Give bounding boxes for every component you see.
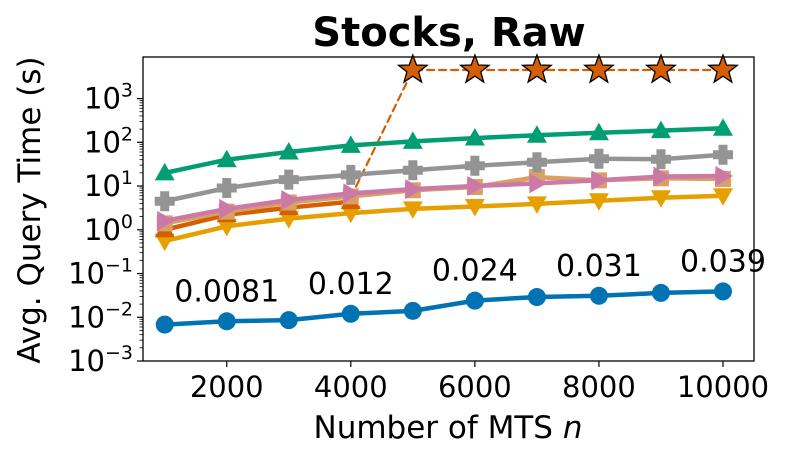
data-point-plus xyxy=(402,160,423,181)
data-point-triangle-down xyxy=(216,218,237,237)
data-point-triangle-down xyxy=(464,199,485,217)
data-point-plus xyxy=(588,148,609,169)
data-point-triangle-up xyxy=(464,128,485,146)
x-axis-label: Number of MTS n xyxy=(314,410,583,446)
annotation-layer: 0.0081 0.012 0.024 0.031 0.039 xyxy=(174,244,766,309)
x-tick-label: 4000 xyxy=(314,370,388,404)
y-tick-label: 103 xyxy=(84,80,133,116)
data-point-plus xyxy=(526,152,547,173)
data-point-triangle-right xyxy=(219,198,237,219)
y-tick-label: 10−2 xyxy=(68,298,133,334)
series-vermilion-star-timeout xyxy=(349,53,740,199)
data-point-triangle-right xyxy=(343,183,361,204)
data-point-plus xyxy=(712,144,733,165)
x-tick-label: 10000 xyxy=(677,370,769,404)
data-point-star xyxy=(582,53,616,84)
data-point-star xyxy=(520,53,554,84)
y-axis-label: Avg. Query Time (s) xyxy=(12,56,48,363)
data-point-triangle-right xyxy=(157,210,175,231)
data-point-star xyxy=(396,53,429,84)
data-point-triangle-right xyxy=(591,170,609,191)
data-label: 0.012 xyxy=(308,267,394,302)
data-point-circle xyxy=(341,304,360,323)
series-line xyxy=(162,173,726,224)
data-point-plus xyxy=(154,191,175,212)
data-point-triangle-down xyxy=(712,188,733,206)
series-line xyxy=(162,152,726,204)
series-green-up-triangle xyxy=(154,118,733,181)
data-point-plus xyxy=(464,155,485,176)
x-axis-label-variable: n xyxy=(563,410,583,446)
x-tick-label: 6000 xyxy=(438,370,512,404)
data-point-triangle-up xyxy=(340,135,361,153)
data-point-triangle-up xyxy=(402,131,423,149)
x-tick-label: 8000 xyxy=(562,370,636,404)
data-point-triangle-up xyxy=(216,149,237,168)
data-point-circle xyxy=(217,312,236,331)
data-label: 0.031 xyxy=(556,249,642,284)
data-point-circle xyxy=(465,291,484,310)
data-point-triangle-up xyxy=(588,122,609,141)
data-point-plus xyxy=(650,149,671,170)
data-point-plus xyxy=(340,164,361,185)
series-blue-circle xyxy=(155,282,732,334)
data-point-triangle-down xyxy=(278,211,299,229)
data-point-triangle-right xyxy=(405,179,423,200)
data-point-plus xyxy=(216,178,237,199)
data-point-triangle-up xyxy=(712,118,733,136)
data-point-triangle-up xyxy=(154,162,175,181)
data-point-circle xyxy=(279,311,298,330)
series-layer xyxy=(154,53,740,334)
data-point-circle xyxy=(527,288,546,307)
x-axis: 2000 4000 6000 8000 10000 xyxy=(190,361,769,404)
data-point-star xyxy=(458,53,491,84)
series-line xyxy=(162,125,726,176)
y-axis: 10−3 10−2 10−1 100 101 102 103 xyxy=(68,80,143,378)
series-line xyxy=(162,193,726,244)
data-point-triangle-down xyxy=(650,190,671,208)
series-pink-right-triangle xyxy=(157,165,733,231)
data-point-triangle-down xyxy=(154,233,175,252)
data-point-circle xyxy=(589,286,608,305)
data-label: 0.039 xyxy=(680,244,766,279)
data-point-triangle-right xyxy=(281,189,299,210)
data-point-triangle-up xyxy=(278,141,299,160)
y-tick-label: 10−1 xyxy=(68,255,133,291)
data-point-triangle-down xyxy=(588,193,609,211)
data-label: 0.0081 xyxy=(174,274,279,309)
data-point-triangle-right xyxy=(653,166,671,187)
data-point-triangle-up xyxy=(650,120,671,139)
data-point-star xyxy=(706,53,740,84)
data-point-star xyxy=(644,53,677,84)
data-point-triangle-down xyxy=(402,201,423,219)
series-line xyxy=(162,289,726,327)
data-point-triangle-down xyxy=(526,196,547,214)
data-point-triangle-right xyxy=(467,176,485,197)
chart-title: Stocks, Raw xyxy=(312,10,585,56)
data-point-circle xyxy=(403,301,422,320)
data-point-triangle-up xyxy=(526,125,547,143)
x-tick-label: 2000 xyxy=(190,370,264,404)
y-tick-label: 102 xyxy=(84,123,133,159)
data-point-triangle-down xyxy=(340,205,361,224)
data-point-triangle-right xyxy=(529,173,547,194)
data-point-circle xyxy=(713,282,732,301)
series-gray-plus xyxy=(154,144,733,212)
plot-frame xyxy=(142,56,755,362)
series-line xyxy=(162,199,354,233)
data-point-triangle-right xyxy=(715,165,733,186)
y-tick-label: 100 xyxy=(84,211,133,247)
data-label: 0.024 xyxy=(432,254,518,289)
data-point-plus xyxy=(278,169,299,190)
data-point-circle xyxy=(155,315,174,334)
y-tick-label: 10−3 xyxy=(68,342,133,378)
x-axis-label-text: Number of MTS xyxy=(314,410,553,446)
y-tick-label: 101 xyxy=(84,167,133,203)
data-point-circle xyxy=(651,283,670,302)
series-orange-down-triangle xyxy=(154,188,733,252)
